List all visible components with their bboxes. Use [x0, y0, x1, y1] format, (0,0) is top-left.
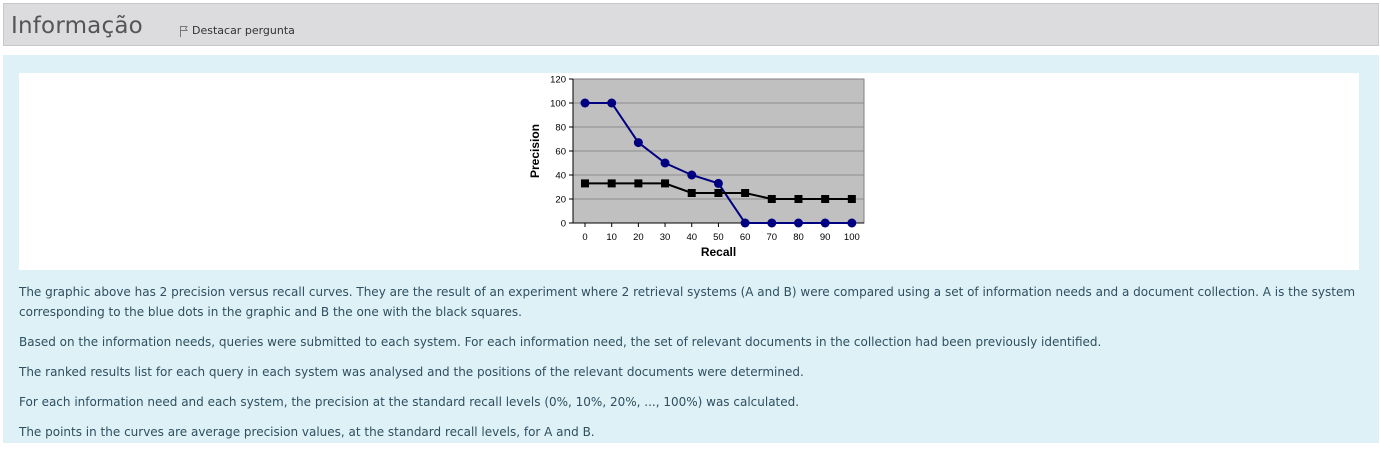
series-point-a	[793, 218, 803, 228]
series-point-a	[767, 218, 777, 228]
paragraph: The points in the curves are average pre…	[19, 425, 595, 439]
series-point-b	[794, 195, 803, 203]
paragraph: For each information need and each syste…	[19, 395, 800, 409]
series-point-a	[713, 178, 723, 188]
flag-question-label: Destacar pergunta	[192, 24, 295, 37]
x-tick-label: 60	[740, 232, 751, 243]
x-tick-label: 70	[767, 232, 778, 243]
series-point-b	[741, 189, 750, 197]
question-content: 0 20 40 60 80 100 120 0 10 20 30 40 50 60 70 80 90 100 Rec…	[3, 55, 1379, 443]
precision-recall-chart: 0 20 40 60 80 100 120 0 10 20 30 40 50 60 70 80 90 100 Rec…	[528, 75, 865, 259]
series-point-b	[634, 179, 643, 188]
x-tick-label: 40	[686, 232, 697, 243]
series-point-a	[740, 218, 750, 228]
series-point-a	[607, 98, 617, 108]
x-tick-label: 90	[820, 232, 831, 243]
series-point-a	[847, 218, 857, 228]
series-point-b	[687, 189, 696, 197]
x-tick-label: 0	[582, 232, 587, 243]
y-tick-label: 40	[555, 171, 566, 182]
paragraph: The graphic above has 2 precision versus…	[19, 285, 1356, 319]
x-tick-label: 100	[844, 232, 860, 243]
series-point-a	[660, 158, 670, 168]
y-tick-label: 80	[555, 123, 566, 134]
paragraph: Based on the information needs, queries …	[19, 335, 1102, 349]
x-tick-label: 80	[793, 232, 804, 243]
series-point-b	[581, 179, 589, 188]
x-tick-label: 50	[713, 232, 724, 243]
question-header: Informação Destacar pergunta	[3, 3, 1379, 46]
y-tick-label: 100	[550, 99, 566, 110]
x-axis-label: Recall	[701, 245, 736, 259]
y-tick-label: 120	[550, 75, 566, 86]
x-tick-label: 10	[606, 232, 617, 243]
y-tick-label: 0	[561, 219, 566, 230]
series-point-a	[580, 98, 590, 108]
question-text: The graphic above has 2 precision versus…	[19, 282, 1365, 452]
series-point-a	[687, 170, 697, 180]
flag-icon	[180, 25, 188, 37]
series-point-b	[847, 195, 856, 203]
x-tick-label: 30	[660, 232, 671, 243]
question-title: Informação	[11, 13, 143, 39]
series-point-b	[661, 179, 670, 188]
paragraph: The ranked results list for each query i…	[19, 365, 804, 379]
chart-figure: 0 20 40 60 80 100 120 0 10 20 30 40 50 60 70 80 90 100 Rec…	[19, 73, 1359, 270]
y-tick-label: 60	[555, 147, 566, 158]
flag-question-link[interactable]: Destacar pergunta	[179, 24, 295, 37]
x-tick-label: 20	[633, 232, 644, 243]
y-axis-label: Precision	[528, 124, 542, 178]
series-point-a	[820, 218, 830, 228]
y-tick-label: 20	[555, 195, 566, 206]
series-point-a	[633, 138, 643, 148]
series-point-b	[767, 195, 776, 203]
series-point-b	[607, 179, 616, 188]
series-point-b	[821, 195, 830, 203]
series-point-b	[714, 189, 723, 197]
